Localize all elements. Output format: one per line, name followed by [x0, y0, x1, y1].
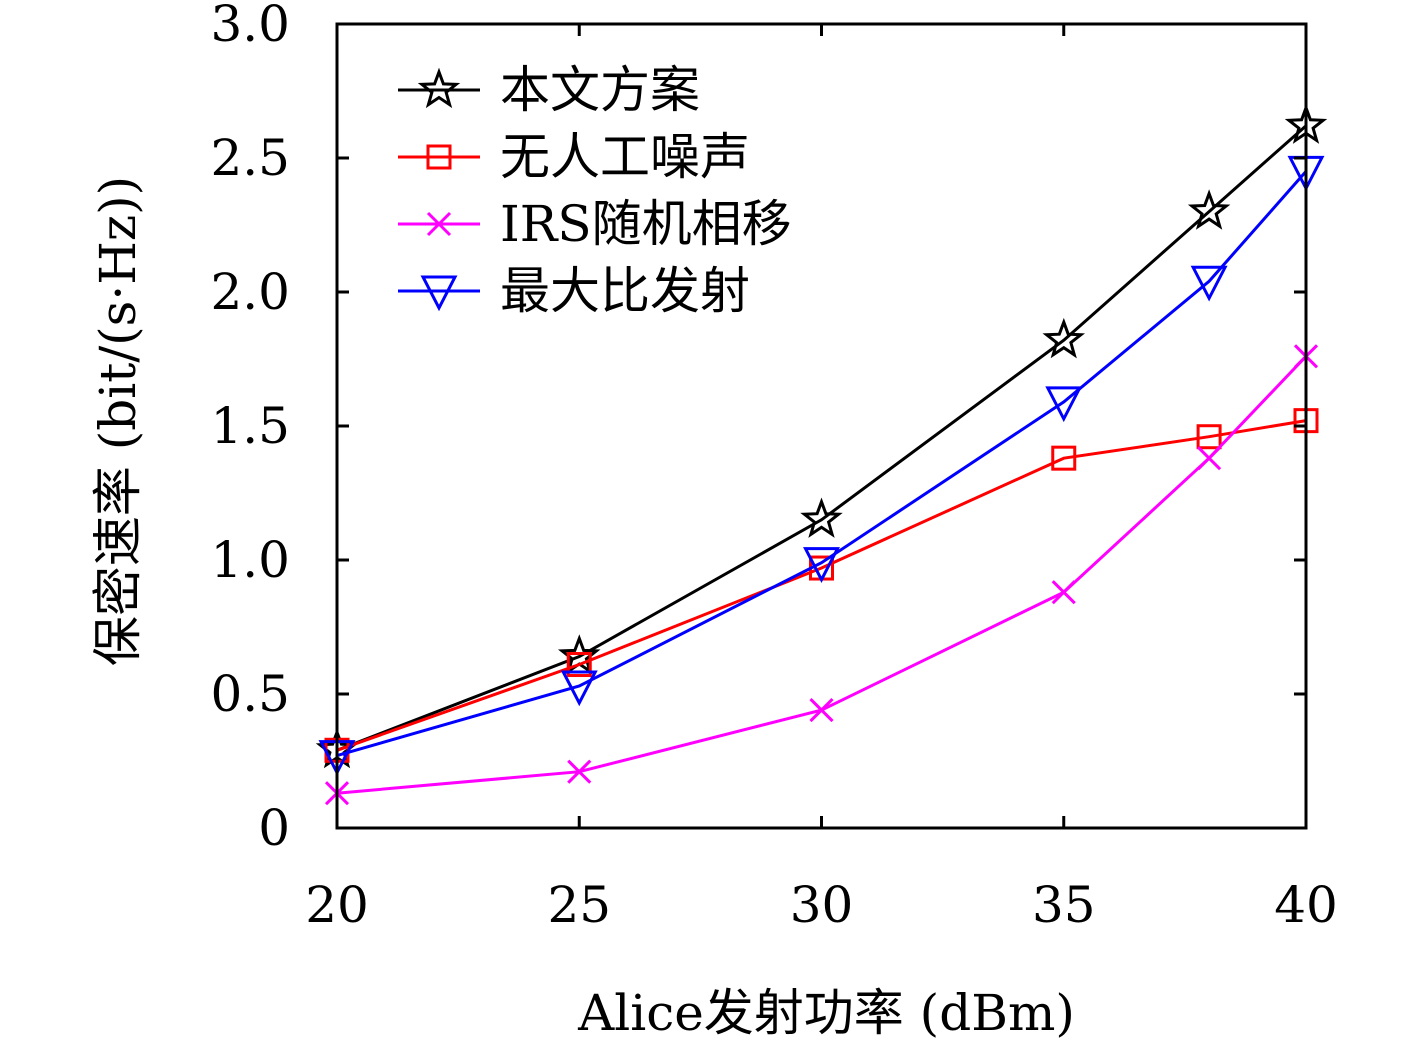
legend-item-2: 无人工噪声 [398, 128, 750, 186]
legend-label: IRS随机相移 [500, 195, 792, 253]
ticks-layer: 20 25 30 35 40 0 0.5 1.0 1.5 2.0 2.5 3.0 [210, 0, 1337, 934]
plot-frame [335, 22, 1308, 830]
y-tick-label: 0.5 [210, 665, 290, 723]
legend-label: 最大比发射 [500, 262, 750, 320]
series-line [336, 419, 1307, 752]
legend-marker [417, 67, 461, 109]
series-3 [324, 344, 1319, 806]
legend-item-3: IRS随机相移 [398, 195, 792, 253]
data-point [803, 547, 840, 583]
data-point [1042, 317, 1086, 359]
series-4 [318, 155, 1325, 776]
legend-item-4: 最大比发射 [398, 262, 750, 320]
data-point [1051, 580, 1076, 605]
x-axis-label: Alice发射功率 (dBm) [577, 984, 1075, 1042]
legend-marker [420, 275, 458, 312]
data-point [1197, 446, 1222, 471]
data-point [1045, 386, 1083, 423]
y-tick-label: 0 [258, 799, 290, 857]
data-point [800, 497, 843, 538]
x-tick-label: 20 [305, 876, 369, 934]
legend-label: 无人工噪声 [500, 128, 750, 186]
y-tick-label: 2.0 [210, 263, 290, 321]
x-tick-label: 40 [1274, 876, 1338, 934]
marker-stroke [1051, 580, 1076, 605]
data-point [1187, 189, 1231, 230]
y-tick-label: 2.5 [210, 129, 290, 187]
series-line [336, 170, 1308, 758]
series-1 [315, 103, 1328, 769]
marker-stroke [809, 698, 834, 723]
legend-item-1: 本文方案 [398, 61, 700, 119]
data-point [1190, 265, 1228, 302]
marker-stroke [1197, 446, 1222, 471]
data-point [1051, 445, 1077, 471]
series-2 [324, 408, 1319, 763]
legend-label: 本文方案 [500, 61, 700, 119]
data-point [809, 698, 834, 723]
y-tick-label: 1.0 [210, 531, 290, 589]
data-point [1196, 424, 1222, 450]
data-point [567, 759, 592, 784]
series-layer [315, 103, 1328, 806]
data-point [560, 670, 598, 707]
x-tick-label: 35 [1032, 876, 1096, 934]
marker-stroke [567, 759, 592, 784]
data-point [566, 652, 592, 678]
y-tick-label: 3.0 [210, 0, 290, 53]
y-tick-label: 1.5 [210, 397, 290, 455]
marker-stroke [426, 211, 452, 237]
legend-marker [426, 211, 452, 237]
series-line [336, 124, 1307, 752]
series-line [336, 355, 1308, 795]
y-axis-label: 保密速率 (bit/(s·Hz)) [89, 176, 147, 666]
x-tick-label: 30 [790, 876, 854, 934]
legend-marker [426, 144, 452, 170]
x-tick-label: 25 [547, 876, 611, 934]
